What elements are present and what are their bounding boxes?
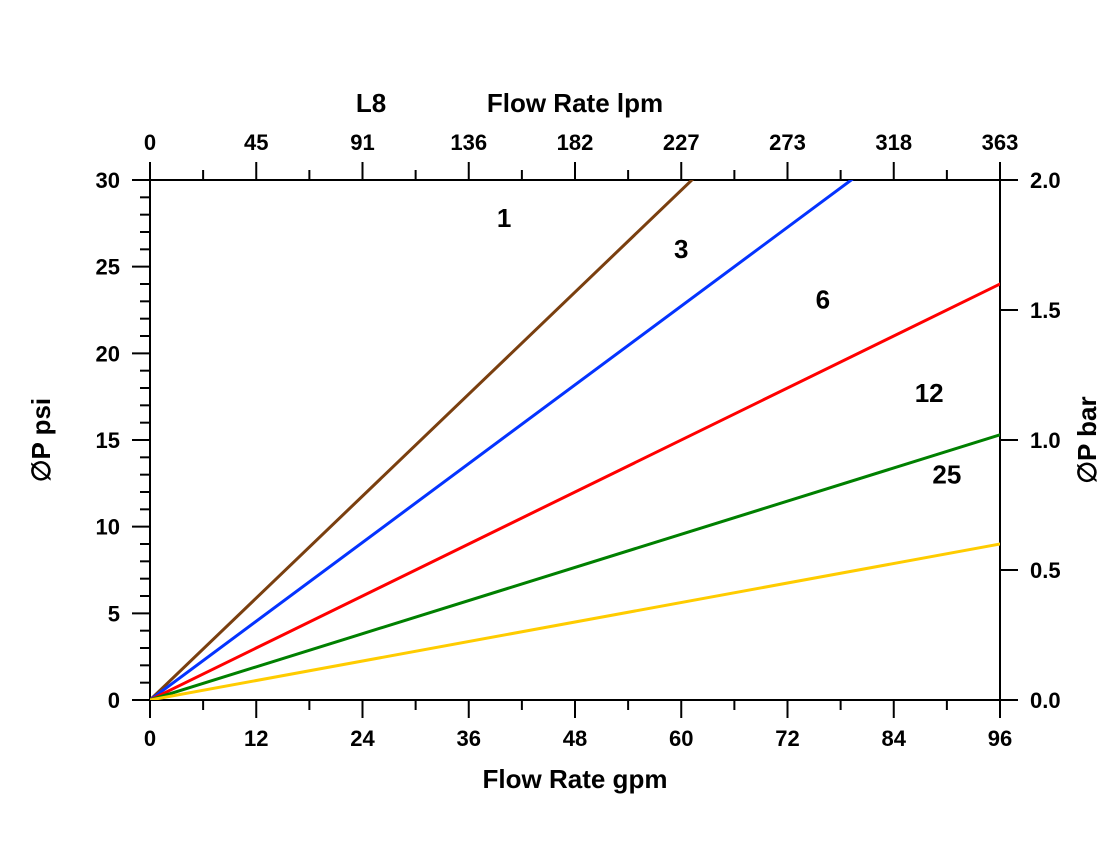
x-top-tick-label: 136 bbox=[450, 130, 487, 155]
x-top-tick-label: 227 bbox=[663, 130, 700, 155]
y-right-tick-label: 0.0 bbox=[1030, 688, 1061, 713]
x-bottom-tick-label: 60 bbox=[669, 726, 693, 751]
x-bottom-tick-label: 12 bbox=[244, 726, 268, 751]
x-top-tick-label: 0 bbox=[144, 130, 156, 155]
y-right-tick-label: 2.0 bbox=[1030, 168, 1061, 193]
y-left-label: ∅P psi bbox=[26, 398, 56, 482]
y-left-tick-label: 20 bbox=[96, 341, 120, 366]
x-top-label: Flow Rate lpm bbox=[487, 88, 663, 118]
y-left-tick-label: 0 bbox=[108, 688, 120, 713]
x-top-tick-label: 273 bbox=[769, 130, 806, 155]
x-bottom-label: Flow Rate gpm bbox=[483, 764, 668, 794]
y-right-label: ∅P bar bbox=[1072, 396, 1102, 483]
x-bottom-tick-label: 84 bbox=[882, 726, 907, 751]
x-bottom-tick-label: 24 bbox=[350, 726, 375, 751]
y-left-tick-label: 5 bbox=[108, 601, 120, 626]
x-bottom-tick-label: 36 bbox=[457, 726, 481, 751]
chart-title-l8: L8 bbox=[356, 88, 386, 118]
y-left-tick-label: 15 bbox=[96, 428, 120, 453]
x-bottom-tick-label: 72 bbox=[775, 726, 799, 751]
series-label-1: 1 bbox=[497, 203, 511, 233]
series-label-6: 6 bbox=[816, 284, 830, 314]
pressure-flow-chart: 01224364860728496Flow Rate gpm0459113618… bbox=[0, 0, 1118, 860]
y-left-tick-label: 25 bbox=[96, 255, 120, 280]
x-top-tick-label: 91 bbox=[350, 130, 374, 155]
y-left-tick-label: 30 bbox=[96, 168, 120, 193]
chart-background bbox=[0, 0, 1118, 860]
x-bottom-tick-label: 96 bbox=[988, 726, 1012, 751]
x-bottom-tick-label: 0 bbox=[144, 726, 156, 751]
x-top-tick-label: 182 bbox=[557, 130, 594, 155]
x-top-tick-label: 363 bbox=[982, 130, 1019, 155]
series-label-25: 25 bbox=[932, 459, 961, 489]
y-right-tick-label: 1.5 bbox=[1030, 298, 1061, 323]
x-bottom-tick-label: 48 bbox=[563, 726, 587, 751]
x-top-tick-label: 45 bbox=[244, 130, 268, 155]
y-right-tick-label: 0.5 bbox=[1030, 558, 1061, 583]
series-label-12: 12 bbox=[915, 378, 944, 408]
y-right-tick-label: 1.0 bbox=[1030, 428, 1061, 453]
series-label-3: 3 bbox=[674, 234, 688, 264]
y-left-tick-label: 10 bbox=[96, 515, 120, 540]
x-top-tick-label: 318 bbox=[875, 130, 912, 155]
